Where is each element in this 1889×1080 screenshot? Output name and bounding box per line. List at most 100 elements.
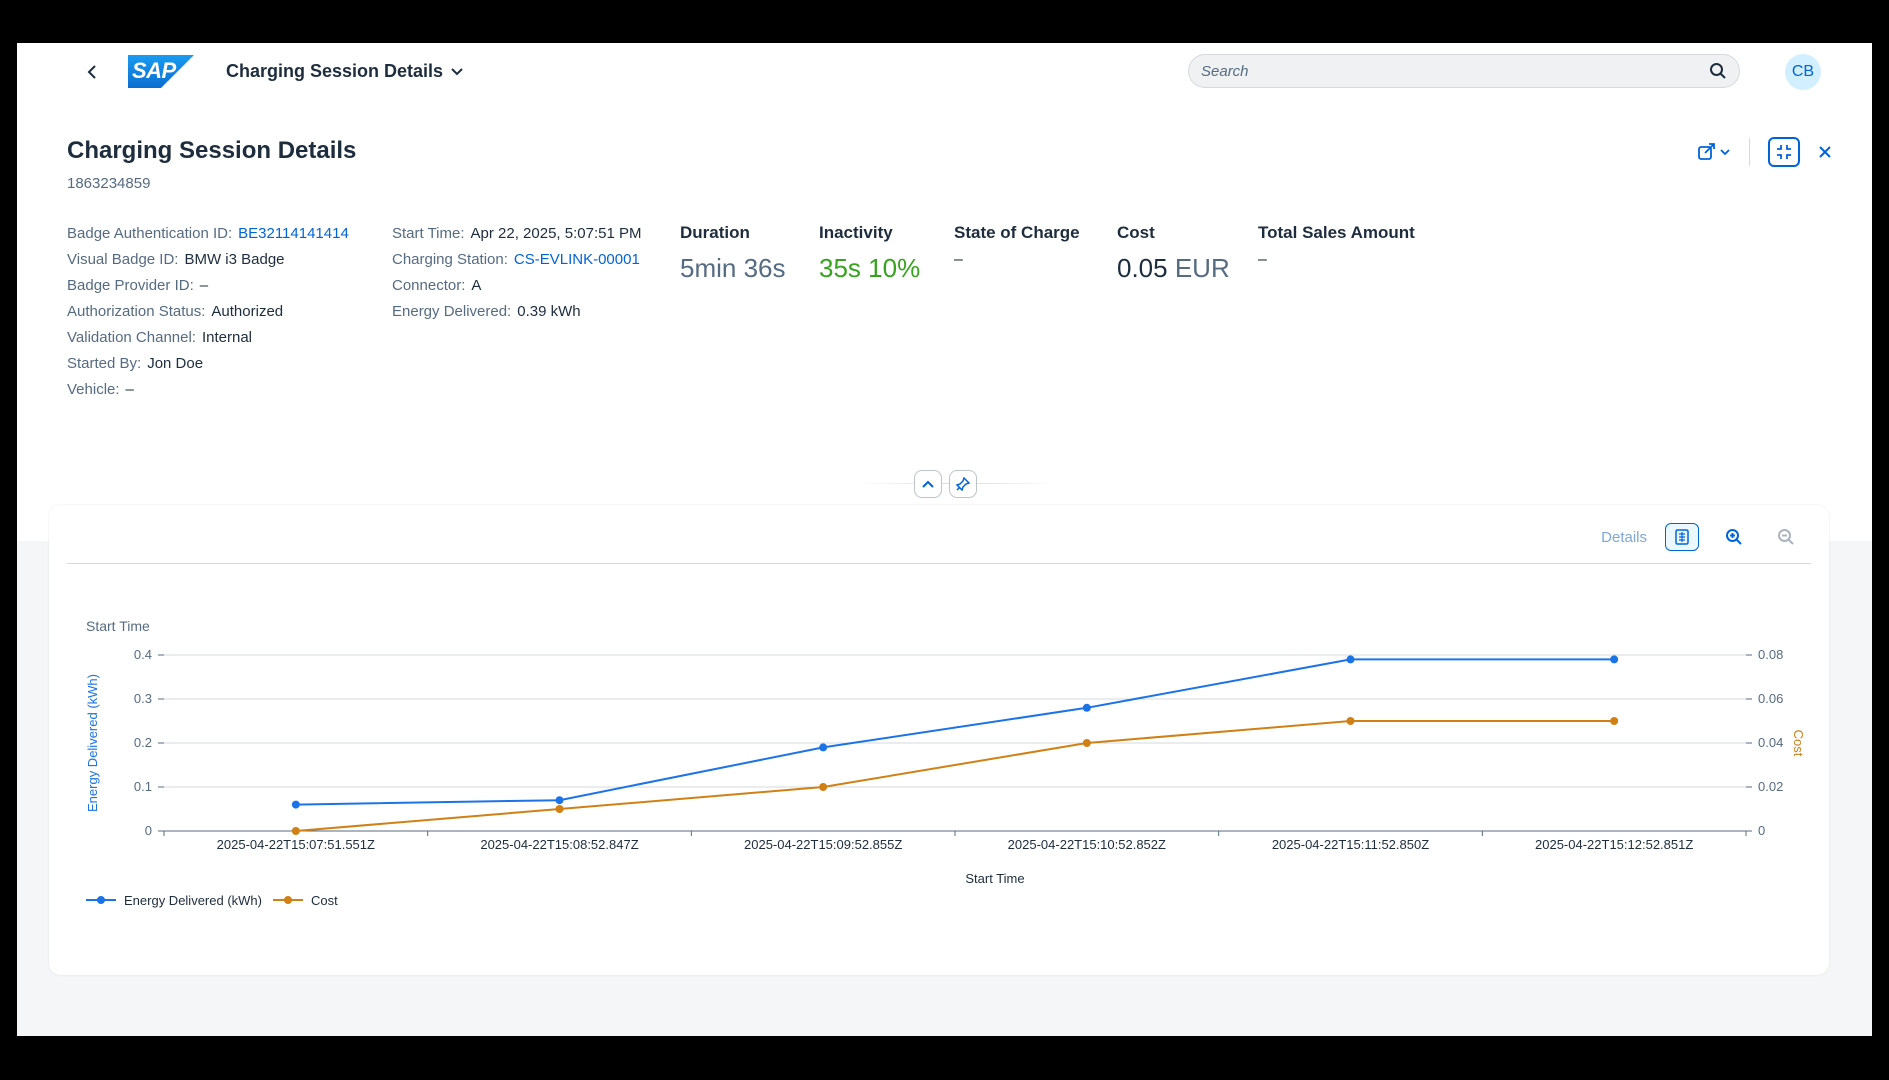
y-tick-label: 0	[145, 823, 152, 838]
data-point	[1610, 655, 1619, 664]
zoom-out-icon	[1778, 529, 1794, 545]
pin-header-button[interactable]	[949, 470, 977, 498]
attribute-value: 0.39 kWh	[517, 303, 581, 320]
x-tick-label: 2025-04-22T15:12:52.851Z	[1535, 837, 1693, 852]
attribute-link[interactable]: BE32114141414	[238, 225, 349, 242]
kpi-duration: Duration 5min 36s	[680, 223, 786, 284]
legend-marker	[284, 896, 292, 904]
attribute-value: Internal	[201, 329, 253, 346]
data-point	[291, 827, 300, 835]
data-point	[1082, 739, 1091, 747]
close-button[interactable]	[1818, 137, 1832, 167]
attribute-row: Vehicle: –	[67, 377, 349, 403]
data-point	[1346, 655, 1355, 664]
table-view-button[interactable]	[1665, 523, 1699, 551]
sap-logo-text: SAP	[132, 58, 176, 83]
series-line-cost	[295, 720, 1615, 832]
attribute-label: Vehicle:	[67, 381, 120, 398]
y-tick-label: 0.1	[134, 779, 152, 794]
y-axis-title: Energy Delivered (kWh)	[85, 674, 100, 812]
search-icon[interactable]	[1709, 62, 1727, 80]
attribute-label: Validation Channel:	[67, 329, 196, 346]
chevron-up-icon	[922, 480, 934, 488]
attribute-row: Authorization Status: Authorized	[67, 299, 349, 325]
y-tick-label: 0.4	[134, 647, 152, 662]
object-header: Charging Session Details 1863234859 Badg…	[17, 101, 1872, 541]
attribute-label: Start Time:	[392, 225, 465, 242]
attribute-link[interactable]: CS-EVLINK-00001	[513, 251, 640, 268]
session-id: 1863234859	[67, 175, 151, 192]
data-point	[555, 796, 564, 805]
attribute-row: Charging Station: CS-EVLINK-00001	[392, 247, 641, 273]
zoom-out-button[interactable]	[1769, 523, 1803, 551]
data-point	[555, 805, 564, 813]
app-title-label: Charging Session Details	[226, 61, 444, 81]
legend-marker	[97, 896, 105, 904]
data-point	[1346, 717, 1355, 725]
attribute-label: Visual Badge ID:	[67, 251, 179, 268]
search-input[interactable]	[1201, 62, 1709, 80]
back-button[interactable]	[77, 57, 107, 87]
close-icon	[1819, 146, 1831, 158]
legend-label: Cost	[311, 893, 338, 908]
attribute-label: Started By:	[67, 355, 142, 372]
kpi-cost-value: 0.05	[1117, 253, 1168, 283]
kpi-value: 5min 36s	[680, 253, 786, 283]
zoom-in-button[interactable]	[1717, 523, 1751, 551]
avatar-initials: CB	[1791, 63, 1815, 80]
zoom-in-icon	[1726, 529, 1742, 545]
share-icon	[1698, 143, 1730, 160]
app-window: SAP Charging Session Details CB Charging…	[17, 43, 1872, 1036]
share-button[interactable]	[1697, 137, 1731, 167]
attributes-middle: Start Time: Apr 22, 2025, 5:07:51 PM Charg…	[392, 221, 641, 325]
attribute-value: A	[471, 277, 482, 294]
attribute-label: Charging Station:	[392, 251, 508, 268]
attribute-row: Visual Badge ID: BMW i3 Badge	[67, 247, 349, 273]
search-field[interactable]	[1188, 54, 1740, 88]
x-tick-label: 2025-04-22T15:11:52.850Z	[1272, 837, 1429, 852]
attribute-row: Start Time: Apr 22, 2025, 5:07:51 PM	[392, 221, 641, 247]
details-button[interactable]: Details	[1601, 528, 1647, 546]
kpi-label: Cost	[1117, 223, 1155, 242]
pin-icon	[956, 477, 970, 491]
y2-tick-label: 0.02	[1758, 779, 1783, 794]
attribute-row: Badge Authentication ID: BE32114141414	[67, 221, 349, 247]
y2-tick-label: 0.06	[1758, 691, 1783, 706]
kpi-total-sales: Total Sales Amount –	[1258, 223, 1415, 269]
y2-axis-title: Cost	[1791, 730, 1806, 757]
line-chart: Start Time 0 0.1 0.2 0.3 0.4 0 0.02 0.04 0.06 0.08…	[85, 618, 1806, 908]
attribute-label: Energy Delivered:	[392, 303, 512, 320]
y2-tick-label: 0.04	[1758, 735, 1783, 750]
data-point	[291, 800, 300, 809]
sap-logo: SAP	[128, 55, 194, 88]
y-tick-label: 0.3	[134, 691, 152, 706]
chart-card: Details Start Time 0 0.1 0.2 0.3 0.4 0 0.02 0.04…	[49, 505, 1829, 975]
data-point	[1082, 703, 1091, 712]
kpi-cost-unit: EUR	[1174, 253, 1230, 283]
attribute-row: Started By: Jon Doe	[67, 351, 349, 377]
kpi-cost: Cost 0.05 EUR	[1117, 223, 1230, 284]
kpi-label: Total Sales Amount	[1258, 223, 1415, 242]
y2-tick-label: 0	[1758, 823, 1765, 838]
attribute-label: Badge Provider ID:	[67, 277, 194, 294]
x-tick-label: 2025-04-22T15:08:52.847Z	[480, 837, 638, 852]
attribute-value: –	[199, 277, 209, 294]
chart-title: Start Time	[86, 618, 150, 634]
attribute-value: Apr 22, 2025, 5:07:51 PM	[470, 225, 642, 242]
y2-tick-label: 0.08	[1758, 647, 1783, 662]
app-title-menu[interactable]: Charging Session Details	[226, 61, 463, 82]
exit-fullscreen-button[interactable]	[1768, 137, 1800, 167]
x-tick-label: 2025-04-22T15:10:52.852Z	[1008, 837, 1166, 852]
collapse-header-button[interactable]	[914, 470, 942, 498]
header-actions	[1697, 137, 1832, 167]
kpi-label: State of Charge	[954, 223, 1080, 242]
kpi-value: 0.05 EUR	[1117, 253, 1230, 284]
data-point	[819, 783, 828, 791]
chevron-left-icon	[87, 65, 96, 79]
kpi-state-of-charge: State of Charge –	[954, 223, 1080, 269]
exit-fullscreen-icon	[1777, 145, 1791, 159]
attributes-left: Badge Authentication ID: BE32114141414 Vis…	[67, 221, 349, 403]
kpi-value: –	[1258, 251, 1267, 268]
avatar[interactable]: CB	[1785, 54, 1821, 90]
attribute-row: Badge Provider ID: –	[67, 273, 349, 299]
